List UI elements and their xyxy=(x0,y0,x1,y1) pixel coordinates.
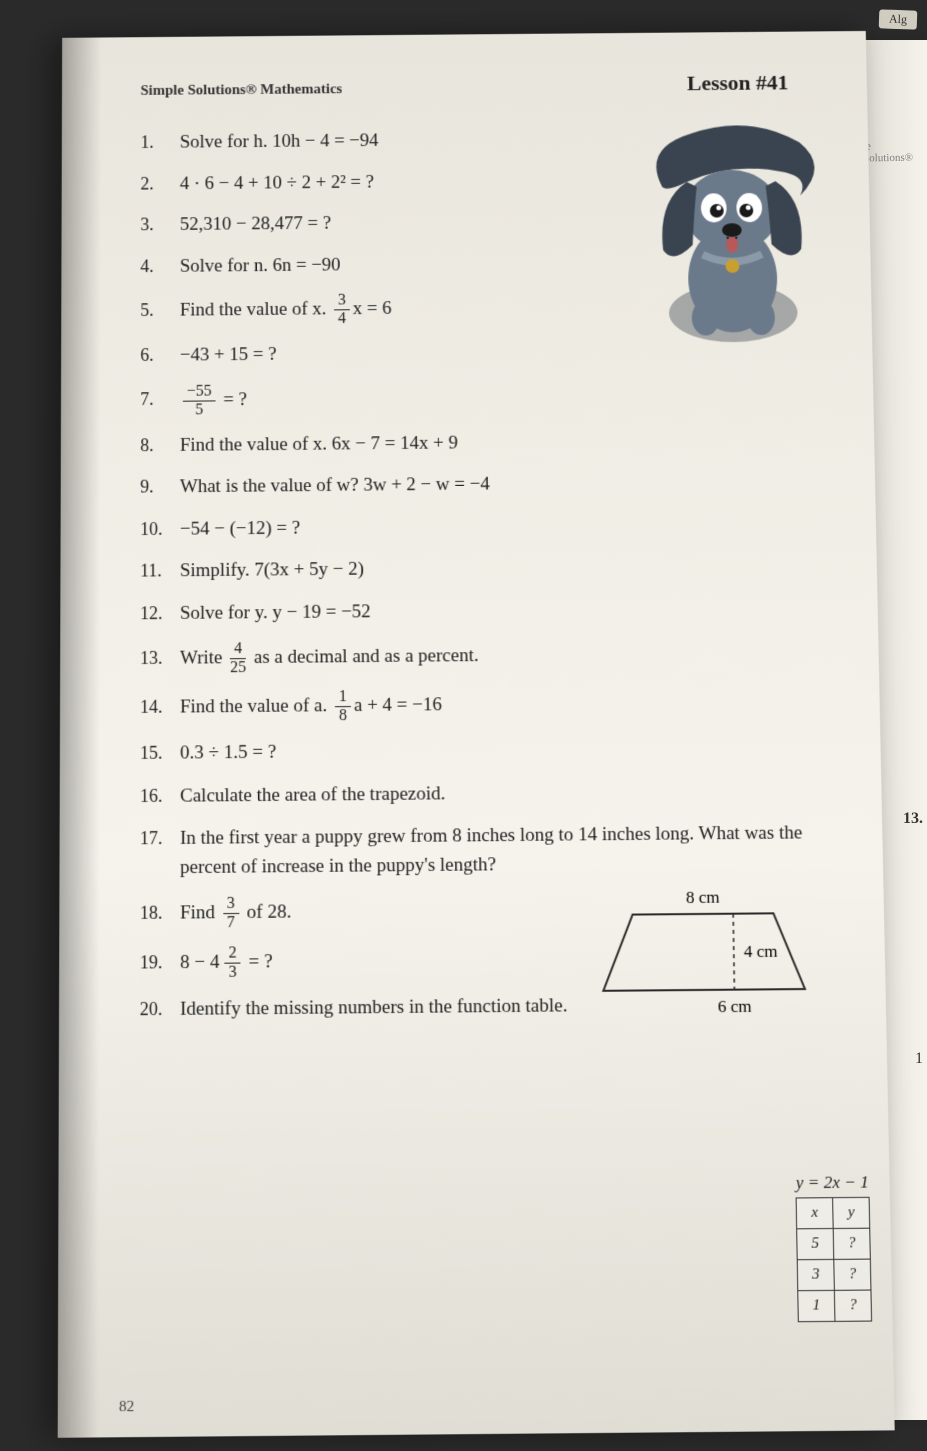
table-header-cell: y xyxy=(833,1197,870,1228)
problem-text: Find the value of x. 6x − 7 = 14x + 9 xyxy=(180,429,458,459)
problem-number: 7. xyxy=(140,389,180,410)
problem-item: 16.Calculate the area of the trapezoid. xyxy=(140,776,832,811)
problem-number: 16. xyxy=(140,785,180,806)
problem-text: 0.3 ÷ 1.5 = ? xyxy=(180,739,276,768)
lesson-number: Lesson #41 xyxy=(687,70,789,96)
problem-item: 17.In the first year a puppy grew from 8… xyxy=(140,819,833,882)
trapezoid-figure: 8 cm 4 cm 6 cm xyxy=(592,888,816,1032)
problem-text: Simplify. 7(3x + 5y − 2) xyxy=(180,556,364,586)
table-cell: 1 xyxy=(798,1290,835,1321)
problem-number: 17. xyxy=(140,828,180,849)
problem-text: Find the value of a. 18a + 4 = −16 xyxy=(180,688,442,725)
table-cell: ? xyxy=(834,1290,871,1321)
problem-item: 12.Solve for y. y − 19 = −52 xyxy=(140,594,828,628)
side-question-17: 1 xyxy=(915,1050,923,1068)
problem-text: Calculate the area of the trapezoid. xyxy=(180,780,446,811)
xy-table: xy5?3?1? xyxy=(796,1197,873,1322)
problem-number: 13. xyxy=(140,648,180,669)
problem-text: What is the value of w? 3w + 2 − w = −4 xyxy=(180,471,490,502)
problem-number: 8. xyxy=(140,435,180,456)
trap-top-label: 8 cm xyxy=(686,887,720,907)
problem-number: 18. xyxy=(140,902,180,924)
problem-text: Write 425 as a decimal and as a percent. xyxy=(180,639,479,676)
page-number: 82 xyxy=(119,1399,134,1417)
table-cell: ? xyxy=(833,1228,870,1259)
problem-number: 3. xyxy=(140,214,179,235)
function-equation: y = 2x − 1 xyxy=(795,1172,869,1193)
problem-text: Solve for h. 10h − 4 = −94 xyxy=(180,128,379,157)
problem-number: 2. xyxy=(140,173,179,194)
brand-title: Simple Solutions® Mathematics xyxy=(141,82,343,100)
mascot-dog-illustration xyxy=(632,118,833,353)
problem-number: 11. xyxy=(140,560,180,581)
problem-number: 20. xyxy=(140,999,180,1021)
trap-bottom-label: 6 cm xyxy=(718,996,752,1016)
problem-text: 8 − 423 = ? xyxy=(180,945,273,981)
problem-item: 8.Find the value of x. 6x − 7 = 14x + 9 xyxy=(140,426,825,460)
problem-text: −555 = ? xyxy=(180,383,247,418)
problem-text: Solve for n. 6n = −90 xyxy=(180,251,341,280)
corner-tab: Alg xyxy=(879,9,918,29)
table-row: 1? xyxy=(798,1290,872,1322)
table-cell: 5 xyxy=(797,1229,834,1260)
problem-number: 15. xyxy=(140,743,180,764)
problem-text: −54 − (−12) = ? xyxy=(180,514,300,543)
problem-item: 15.0.3 ÷ 1.5 = ? xyxy=(140,734,831,769)
problem-text: Identify the missing numbers in the func… xyxy=(180,992,568,1024)
table-row: 3? xyxy=(797,1259,871,1291)
side-question-13: 13. xyxy=(903,810,923,828)
problem-item: 9.What is the value of w? 3w + 2 − w = −… xyxy=(140,468,826,502)
problem-item: 14.Find the value of a. 18a + 4 = −16 xyxy=(140,685,830,726)
problem-number: 4. xyxy=(140,256,179,277)
problem-number: 12. xyxy=(140,603,180,624)
problem-item: 10.−54 − (−12) = ? xyxy=(140,510,826,544)
problem-text: 52,310 − 28,477 = ? xyxy=(180,210,331,239)
problem-number: 5. xyxy=(140,300,180,321)
problem-number: 19. xyxy=(140,952,180,974)
problem-text: Find 37 of 28. xyxy=(180,895,291,931)
side-brand: le Solutions® xyxy=(863,139,921,164)
problem-item: 13.Write 425 as a decimal and as a perce… xyxy=(140,636,829,677)
problem-item: 11.Simplify. 7(3x + 5y − 2) xyxy=(140,552,827,586)
table-header-cell: x xyxy=(796,1198,833,1229)
problem-number: 6. xyxy=(140,345,180,366)
function-table: y = 2x − 1 xy5?3?1? xyxy=(795,1172,872,1322)
trap-height-label: 4 cm xyxy=(744,941,778,961)
problem-number: 14. xyxy=(140,696,180,717)
problem-text: −43 + 15 = ? xyxy=(180,341,277,370)
problem-text: Solve for y. y − 19 = −52 xyxy=(180,598,371,628)
table-row: 5? xyxy=(797,1228,871,1260)
problem-number: 10. xyxy=(140,518,180,539)
worksheet-page: Simple Solutions® Mathematics Lesson #41… xyxy=(58,31,895,1438)
problem-item: 7.−555 = ? xyxy=(140,378,824,418)
problem-text: Find the value of x. 34x = 6 xyxy=(180,292,392,328)
problem-text: In the first year a puppy grew from 8 in… xyxy=(180,819,833,882)
page-header: Simple Solutions® Mathematics Lesson #41 xyxy=(141,70,818,101)
problem-number: 1. xyxy=(140,132,179,153)
problem-number: 9. xyxy=(140,476,180,497)
problem-text: 4 · 6 − 4 + 10 ÷ 2 + 2² = ? xyxy=(180,169,374,198)
table-cell: 3 xyxy=(797,1259,834,1290)
table-cell: ? xyxy=(834,1259,871,1290)
